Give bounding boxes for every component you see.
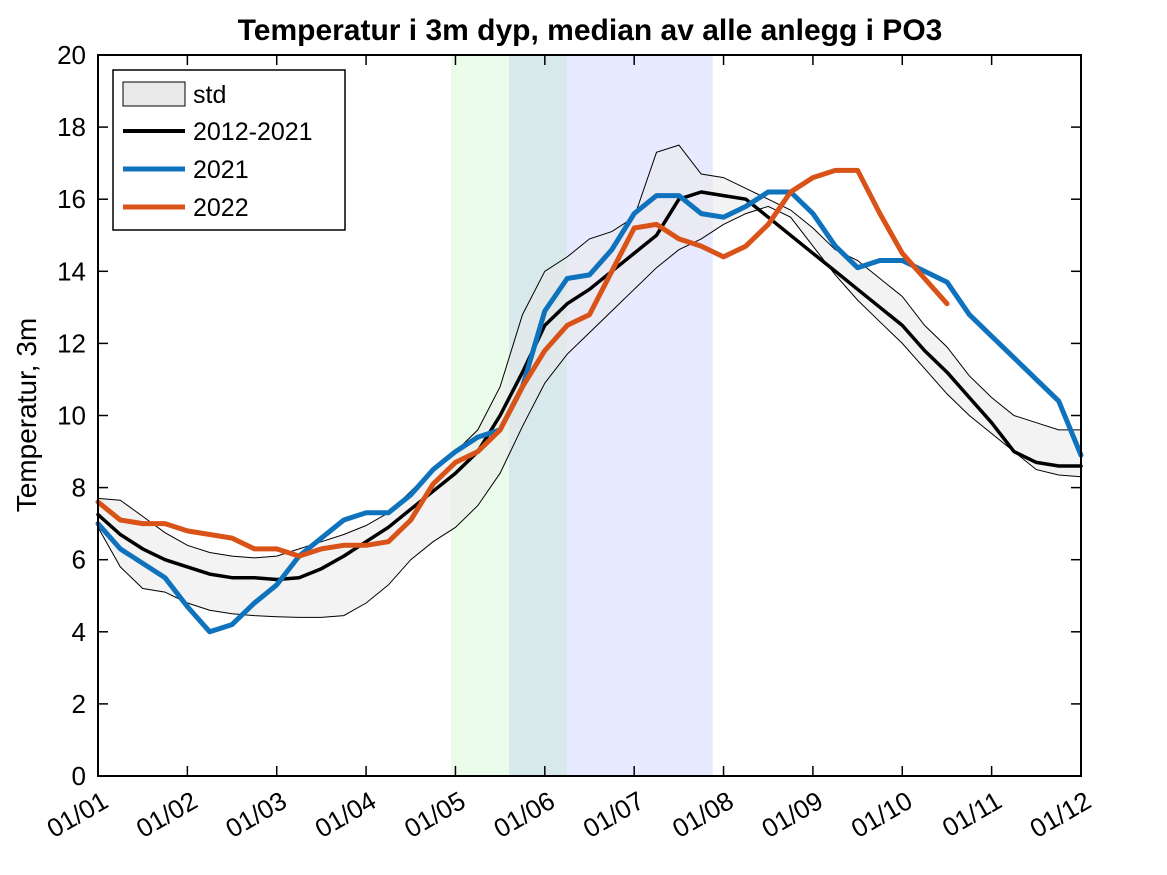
series-lines	[95, 167, 1084, 635]
y-tick-label-18: 18	[57, 112, 86, 142]
chart-title: Temperatur i 3m dyp, median av alle anle…	[238, 14, 943, 47]
series-line-2022	[95, 167, 950, 559]
y-tick-label-2: 2	[72, 689, 86, 719]
y-tick-label-16: 16	[57, 184, 86, 214]
y-tick-label-0: 0	[72, 761, 86, 791]
std-band	[98, 145, 1081, 618]
y-tick-label-4: 4	[72, 617, 86, 647]
legend-label-2021: 2021	[193, 156, 249, 184]
y-tick-label-10: 10	[57, 401, 86, 431]
legend-swatch-std	[122, 81, 186, 107]
std-band-upper-edge	[97, 144, 1081, 559]
y-axis-label: Temperatur, 3m	[11, 318, 42, 513]
legend-label-2012-2021: 2012-2021	[193, 118, 313, 146]
y-tick-label-14: 14	[57, 256, 86, 286]
y-tick-label-8: 8	[72, 473, 86, 503]
y-tick-label-6: 6	[72, 545, 86, 575]
std-band-lower-edge	[97, 205, 1082, 618]
std-band-group	[97, 144, 1082, 618]
legend-label-std: std	[193, 81, 226, 109]
legend-label-2022: 2022	[193, 194, 249, 222]
y-axis-ticks: 0 2 4 6 8 10 12 14 16 18 20	[57, 40, 1081, 791]
y-tick-label-12: 12	[57, 328, 86, 358]
legend: std 2012-2021 2021 2022	[112, 69, 346, 231]
y-tick-label-20: 20	[57, 40, 86, 70]
series-line-2012-2021	[96, 190, 1083, 582]
